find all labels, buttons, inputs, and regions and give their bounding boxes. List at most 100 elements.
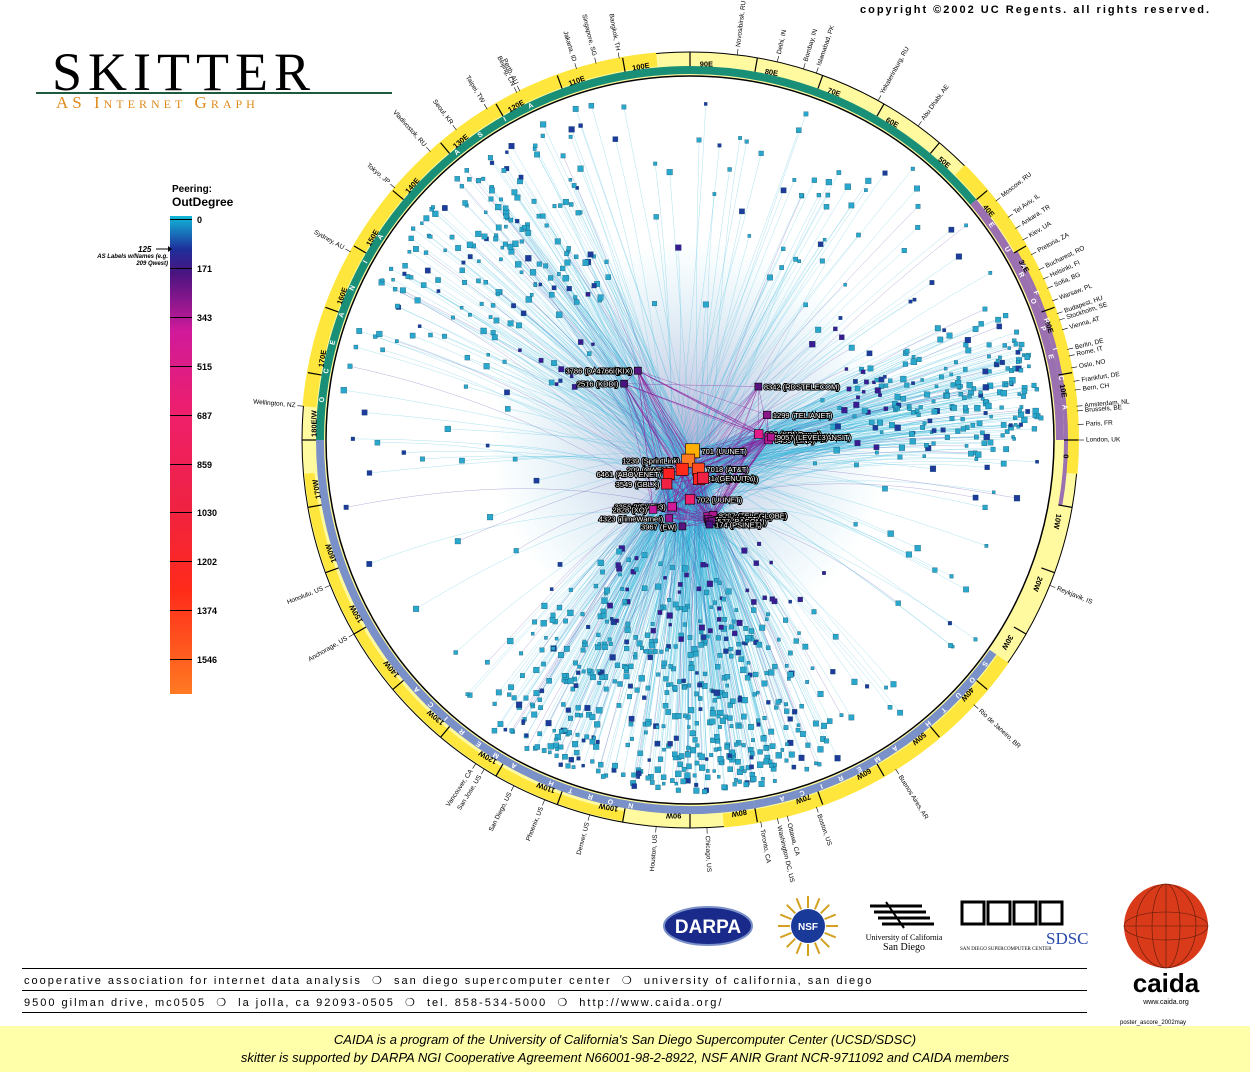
- as-node: [780, 748, 785, 752]
- as-node: [689, 730, 696, 737]
- as-node: [987, 354, 991, 359]
- core-as-node-label: 1755 (EBONE): [775, 433, 826, 442]
- as-node: [817, 241, 824, 247]
- as-node: [741, 743, 746, 748]
- as-node: [636, 640, 643, 647]
- as-node: [727, 715, 733, 721]
- as-node: [682, 685, 687, 690]
- as-node: [846, 386, 852, 392]
- as-node: [536, 213, 542, 219]
- as-node: [902, 361, 908, 367]
- as-node: [572, 105, 579, 112]
- as-node: [538, 357, 544, 363]
- longitude-label: 100W: [597, 801, 619, 813]
- footer-rule-mid: [22, 990, 1087, 991]
- as-node: [1004, 383, 1009, 387]
- as-node: [645, 775, 651, 781]
- as-node: [756, 761, 764, 768]
- as-node: [799, 193, 804, 198]
- as-node: [966, 382, 973, 389]
- as-node: [822, 237, 827, 242]
- as-node: [601, 643, 608, 650]
- as-node: [493, 236, 499, 242]
- address-phone: tel. 858-534-5000: [426, 997, 548, 1009]
- as-node: [910, 358, 918, 365]
- footer-rule-bottom: [22, 1012, 1087, 1013]
- as-node: [538, 705, 543, 711]
- as-node: [947, 621, 952, 626]
- as-node: [834, 755, 841, 762]
- as-node: [948, 643, 953, 648]
- as-node: [547, 743, 554, 750]
- as-node: [687, 725, 691, 729]
- as-node: [623, 673, 630, 680]
- core-as-node: 2828 (XO): [612, 504, 658, 515]
- as-node: [553, 742, 560, 749]
- as-node: [424, 267, 431, 274]
- as-node: [554, 753, 559, 758]
- as-node: [491, 334, 498, 341]
- as-node: [763, 745, 769, 751]
- as-node: [569, 374, 574, 379]
- as-node: [481, 176, 486, 181]
- as-node: [1018, 411, 1025, 418]
- as-node: [655, 784, 661, 791]
- as-node: [394, 303, 400, 309]
- as-node: [591, 283, 597, 289]
- city-label: Amsterdam, NL: [1084, 398, 1130, 409]
- poster-subtitle: AS Internet Graph: [56, 93, 259, 112]
- as-node: [772, 779, 777, 783]
- longitude-tick: [1041, 306, 1055, 313]
- core-as-node-label: 5459 (LINX): [775, 436, 816, 445]
- as-node: [791, 764, 797, 770]
- as-node: [962, 405, 968, 411]
- as-node: [451, 315, 455, 320]
- as-node: [949, 416, 955, 421]
- as-node: [575, 705, 581, 711]
- as-node: [939, 374, 944, 380]
- longitude-tick: [307, 372, 322, 376]
- as-node: [833, 326, 838, 332]
- core-as-node-label: 2914 (VERIO): [619, 503, 667, 512]
- as-node: [748, 628, 755, 634]
- longitude-tick: [622, 57, 626, 72]
- core-as-node-label: 1239 (SprintLink): [623, 457, 681, 466]
- as-node: [1005, 366, 1010, 371]
- as-node: [581, 763, 585, 768]
- as-node: [1015, 350, 1021, 355]
- as-node: [909, 438, 916, 445]
- as-node: [566, 730, 572, 736]
- as-node: [640, 646, 644, 651]
- as-node: [699, 764, 706, 771]
- as-node: [557, 272, 561, 276]
- as-node: [593, 743, 600, 750]
- as-node: [878, 393, 882, 397]
- as-node: [694, 691, 699, 697]
- city-label: Paris, FR: [1086, 420, 1114, 428]
- as-node: [712, 769, 716, 773]
- as-node: [983, 411, 988, 416]
- svg-text:A: A: [1061, 404, 1068, 410]
- as-node: [960, 426, 967, 432]
- longitude-tick: [976, 190, 988, 201]
- longitude-tick: [353, 245, 367, 254]
- colorbar-tick-mark: [170, 610, 192, 612]
- as-node: [719, 717, 726, 724]
- as-node: [585, 291, 591, 297]
- as-node: [958, 392, 964, 397]
- core-as-node-label: 2548 (ICIX-MD): [715, 518, 768, 527]
- as-node: [505, 406, 511, 412]
- as-node: [366, 561, 373, 567]
- as-node: [567, 677, 574, 684]
- as-node: [717, 606, 722, 611]
- legend-title-outdegree: OutDegree: [172, 195, 234, 209]
- as-node: [887, 705, 893, 710]
- ucsd-line2: San Diego: [883, 942, 925, 953]
- core-as-node: 3356 (LEVEL3): [614, 502, 677, 513]
- city-label: Novosibirsk, RU: [735, 0, 748, 47]
- as-node: [729, 724, 734, 729]
- as-node: [872, 380, 876, 385]
- colorbar-tick-mark: [170, 267, 192, 269]
- as-node: [392, 287, 398, 292]
- as-node: [1038, 415, 1044, 421]
